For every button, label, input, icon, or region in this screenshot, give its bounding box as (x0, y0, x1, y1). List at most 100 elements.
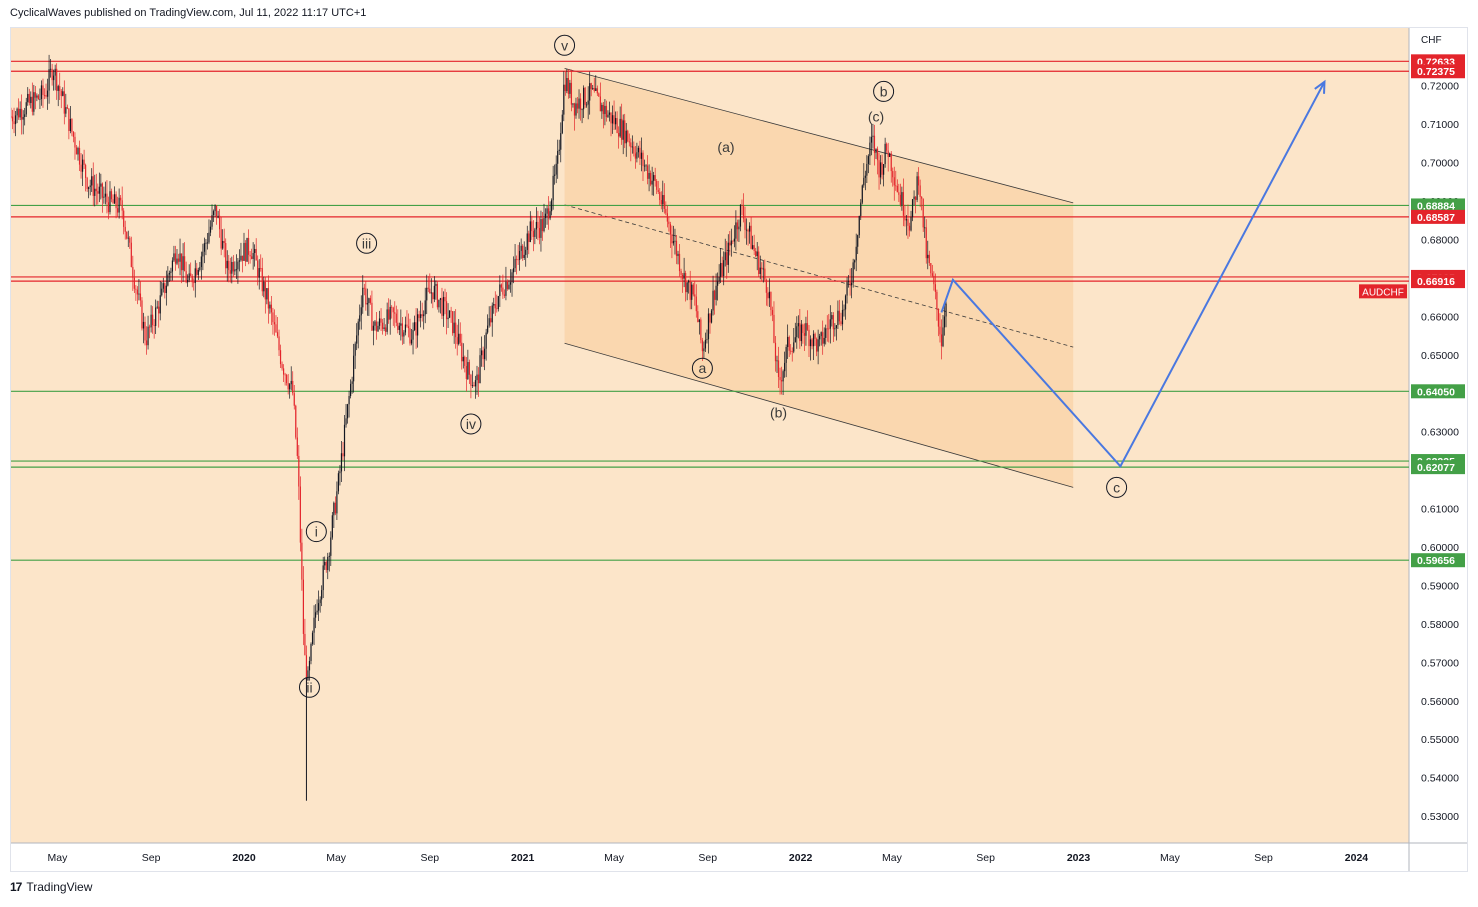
candle-body (325, 561, 327, 571)
candle-body (385, 327, 387, 332)
chart-frame[interactable]: v iii iv i ii (a) a (b) (c) b c CHF 0.53000 0.54000 0.… (10, 27, 1468, 872)
candle-body (208, 232, 210, 243)
candle-body (31, 96, 33, 112)
candle-body (49, 68, 52, 70)
candle-body (267, 288, 269, 309)
candle-body (745, 229, 748, 231)
footer: 17 TradingView (10, 880, 92, 894)
candle-body (124, 226, 126, 232)
candle-body (403, 332, 405, 337)
candle-body (522, 245, 524, 259)
candle-body (764, 268, 766, 280)
candle-body (193, 282, 195, 284)
candle-body (173, 253, 175, 261)
x-tick-label: 2021 (511, 852, 535, 864)
candle-body (592, 87, 594, 89)
candle-body (924, 227, 926, 229)
candle-body (13, 121, 15, 125)
candle-body (653, 175, 655, 181)
candle-body (817, 339, 819, 352)
price-badge-0.64050 (1411, 384, 1465, 399)
candle-body (311, 632, 314, 644)
candle-body (21, 108, 23, 120)
candle-body (869, 142, 871, 157)
candle-body (831, 315, 833, 320)
candle-body (445, 301, 448, 320)
candle-body (790, 350, 792, 352)
candle-body (596, 88, 598, 94)
candle-body (266, 288, 268, 300)
candle-body (688, 280, 690, 283)
candle-body (147, 326, 149, 346)
candle-body (313, 617, 315, 633)
candle-body (258, 268, 260, 278)
candle-body (212, 211, 215, 216)
candle-body (911, 199, 914, 218)
candle-body (616, 118, 618, 134)
candle-body (777, 360, 780, 378)
wave-label-circle (873, 80, 895, 102)
candle-body (420, 314, 422, 319)
candle-body (74, 136, 76, 148)
candle-body (290, 380, 292, 385)
candle-body (668, 221, 670, 225)
footer-brand[interactable]: TradingView (26, 880, 93, 894)
candle-body (739, 204, 742, 227)
candle-body (40, 85, 43, 99)
candle-body (392, 307, 394, 313)
y-tick-label: 0.59000 (1421, 580, 1459, 592)
candle-body (115, 194, 117, 209)
candle-body (161, 288, 163, 296)
candle-body (209, 226, 212, 233)
candle-body (593, 87, 595, 91)
candle-body (331, 515, 333, 538)
wave-label: (c) (868, 108, 884, 124)
price-chart[interactable]: viiiiviii(a)a(b)(c)bcCHF0.530000.540000.… (11, 28, 1467, 871)
candle-body (246, 238, 248, 262)
symbol-badge (1359, 284, 1407, 299)
candle-body (164, 283, 166, 294)
candle-body (316, 610, 318, 613)
y-tick-label: 0.57000 (1421, 657, 1459, 669)
candle-body (477, 374, 480, 384)
price-badge-text: 0.68884 (1417, 200, 1455, 212)
price-badge-text: 0.66916 (1417, 276, 1455, 288)
candle-body (774, 342, 777, 362)
y-tick-label: 0.56000 (1421, 696, 1459, 708)
candle-body (506, 281, 509, 289)
candle-body (560, 133, 562, 150)
candle-body (53, 75, 55, 81)
candle-body (558, 149, 560, 152)
candle-body (97, 191, 99, 194)
candle-body (514, 258, 516, 269)
candle-body (145, 340, 148, 346)
candle-body (890, 153, 892, 172)
candle-body (742, 205, 745, 219)
candle-body (452, 311, 454, 334)
candle-body (517, 259, 519, 261)
candle-body (438, 299, 440, 308)
price-axis-background (1409, 28, 1467, 843)
candle-body (380, 318, 382, 323)
candle-body (223, 240, 225, 244)
candle-body (214, 205, 216, 212)
candle-body (770, 291, 772, 311)
candle-body (62, 91, 64, 96)
candle-body (866, 163, 868, 176)
candle-body (333, 502, 335, 516)
candle-body (700, 319, 702, 341)
candle-body (747, 229, 749, 232)
candle-body (605, 105, 608, 118)
candle-body (170, 271, 172, 273)
price-badge-text: 0.72375 (1417, 66, 1455, 78)
candle-body (371, 302, 373, 331)
candle-body (861, 185, 863, 203)
candle-body (261, 268, 263, 292)
candle-body (812, 333, 815, 347)
candle-body (357, 321, 359, 336)
candle-body (726, 252, 728, 265)
candle-body (187, 279, 189, 283)
candle-body (94, 188, 96, 196)
candle-body (447, 317, 449, 320)
candle-body (771, 310, 774, 315)
